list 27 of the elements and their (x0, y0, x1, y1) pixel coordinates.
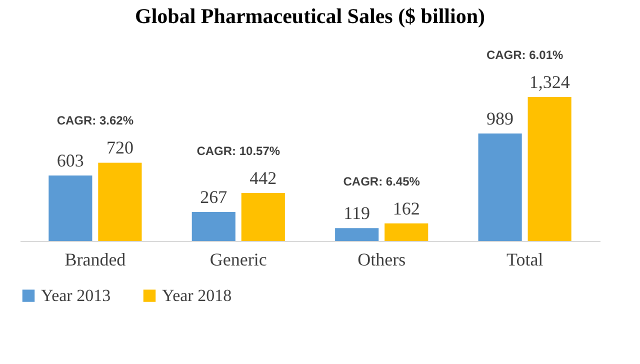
data-label: 267 (200, 186, 228, 207)
data-label: 603 (56, 150, 84, 170)
legend-label: Year 2018 (162, 286, 232, 305)
x-tick-label: Branded (64, 250, 126, 270)
data-label: 989 (486, 108, 514, 128)
x-tick-label: Generic (210, 250, 267, 270)
text: CAGR: 6.01% (486, 48, 564, 62)
data-label: 1,324 (529, 72, 570, 92)
bar (241, 192, 285, 241)
data-label: 162 (392, 198, 420, 218)
legend-label: Year 2013 (41, 286, 111, 305)
chart-title: Global Pharmaceutical Sales ($ billion) (135, 4, 486, 28)
annotation: CAGR: 10.57% (196, 144, 280, 158)
bar (192, 212, 236, 241)
bar (478, 133, 522, 241)
bar (528, 97, 572, 241)
data-label: 720 (106, 138, 134, 158)
bar (335, 228, 379, 241)
annotation: CAGR: 3.62% (56, 114, 134, 128)
bar (48, 175, 92, 241)
x-tick-label: Others (358, 250, 406, 270)
bar (98, 162, 142, 241)
annotation: CAGR: 6.45% (343, 174, 420, 188)
data-label: 119 (344, 203, 370, 224)
x-tick-label: Total (506, 250, 544, 270)
data-label: 442 (250, 168, 277, 188)
bar (384, 223, 428, 241)
